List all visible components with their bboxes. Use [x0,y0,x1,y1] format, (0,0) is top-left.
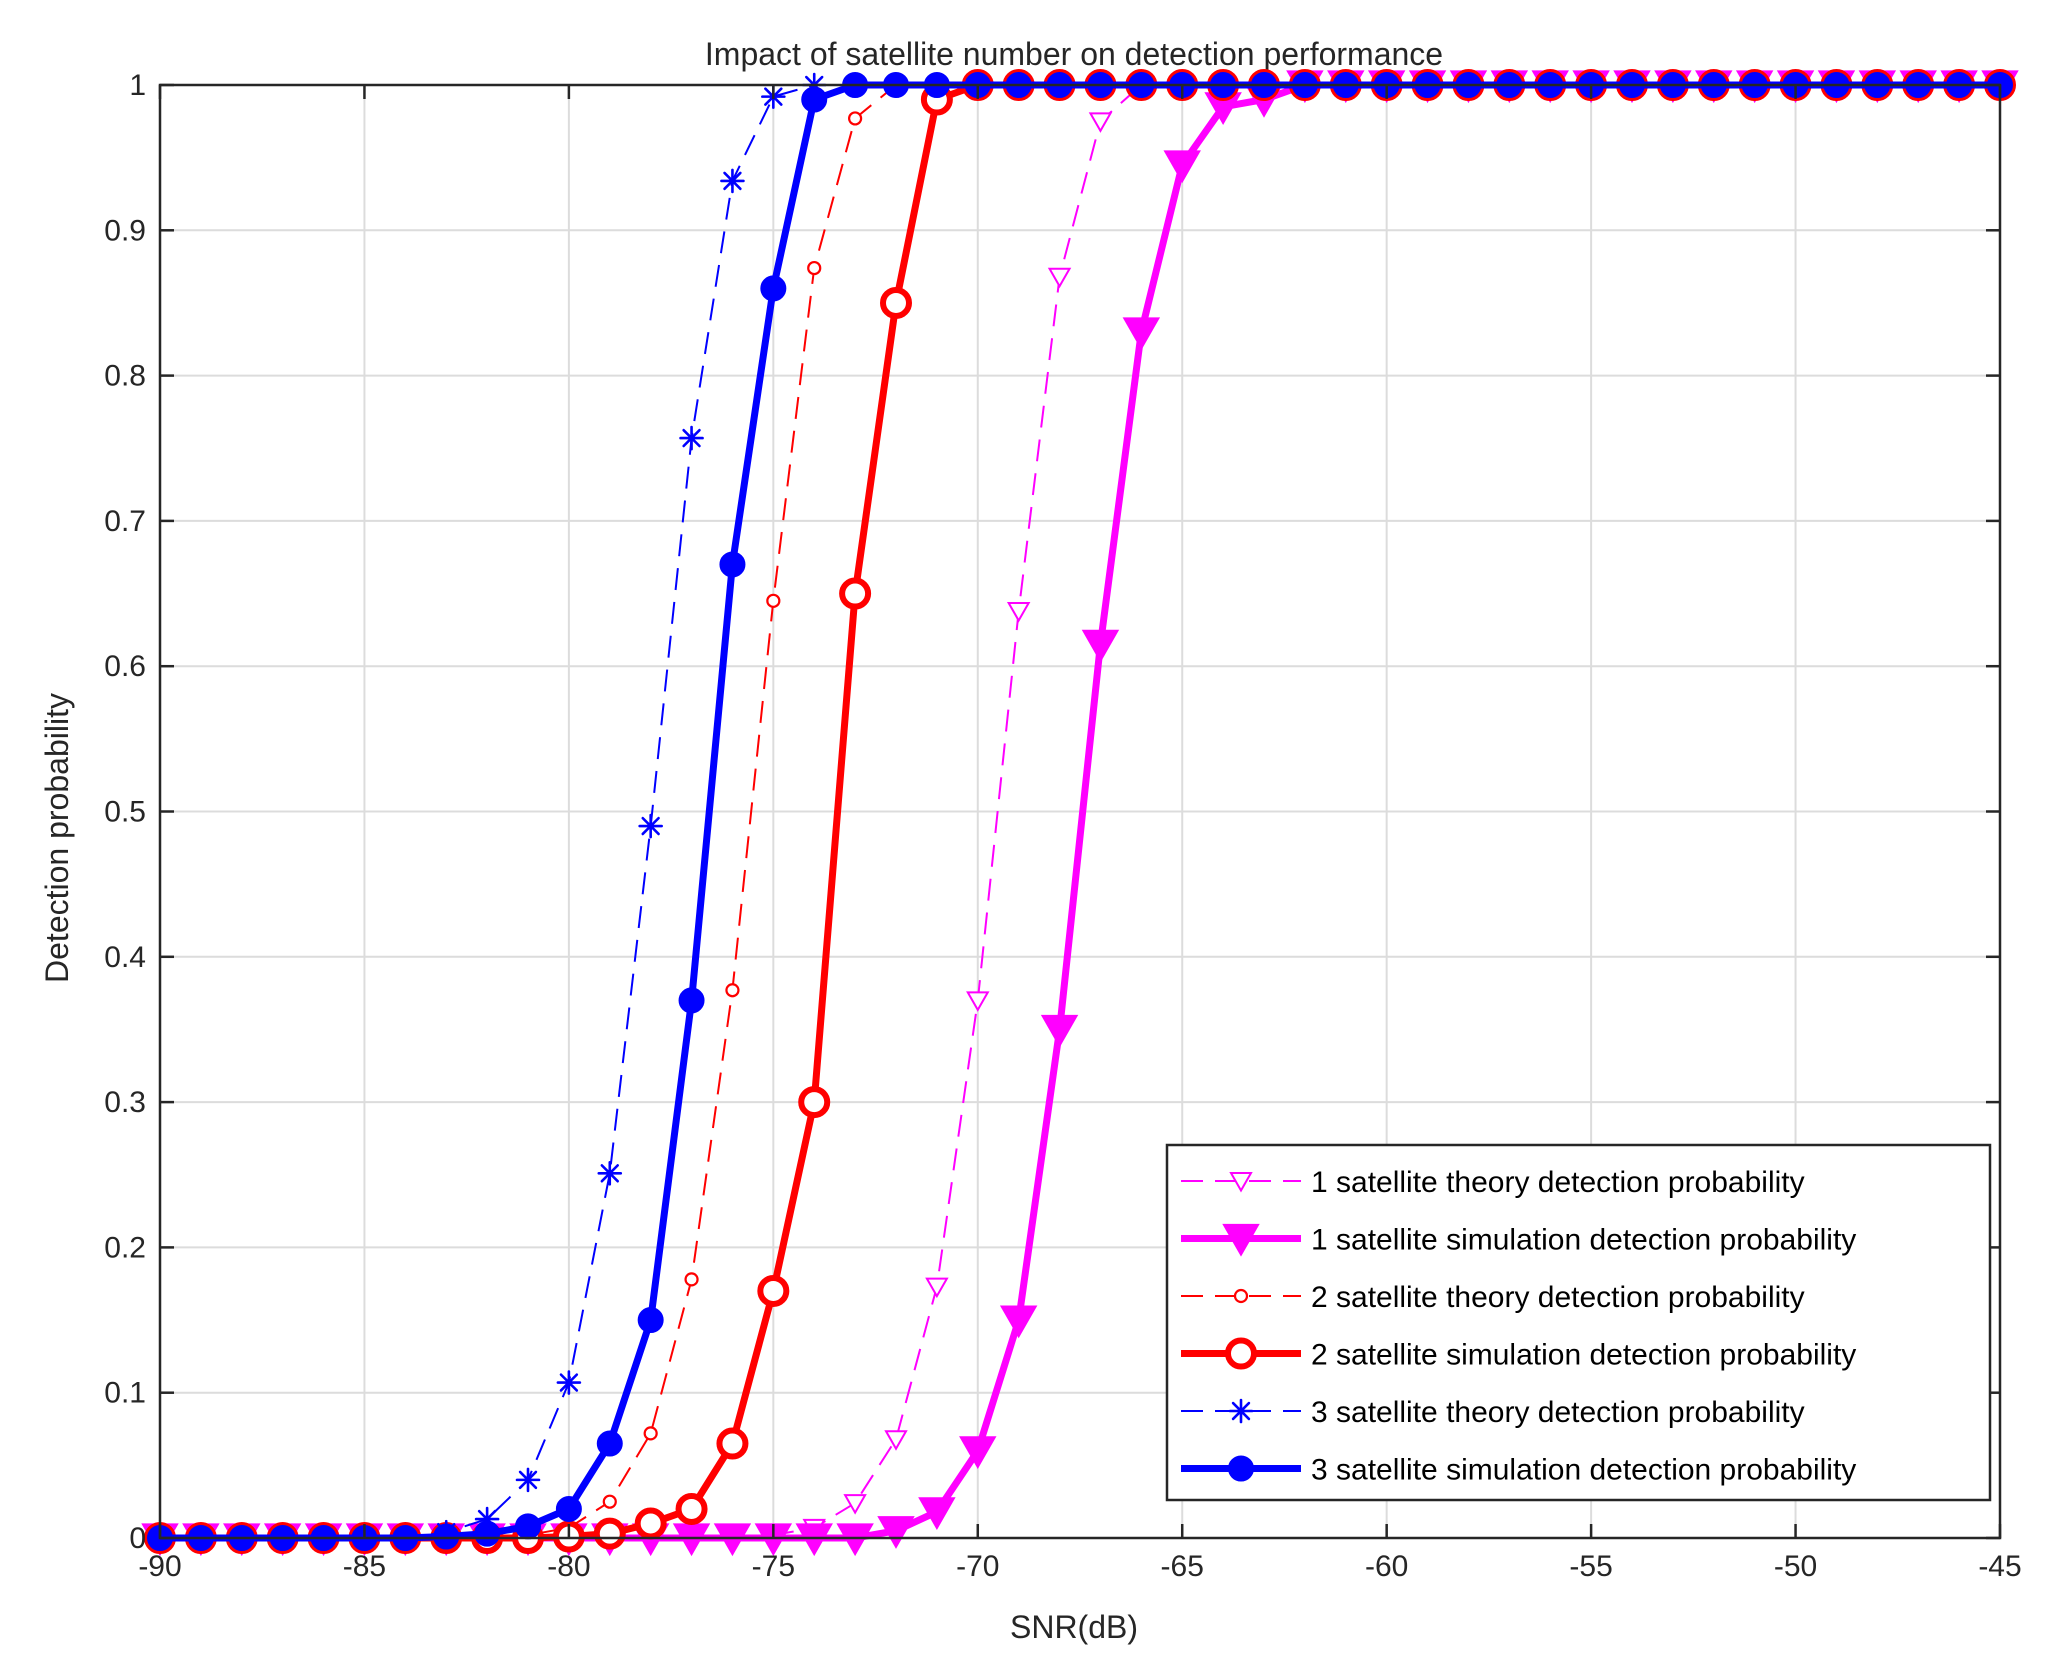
x-tick-label: -45 [1978,1550,2021,1583]
chart-title: Impact of satellite number on detection … [705,36,1443,72]
data-point [638,813,663,839]
data-point [643,1426,658,1441]
x-tick-label: -55 [1569,1550,1612,1583]
data-point [801,86,828,113]
y-tick-label: 0.2 [104,1231,146,1264]
x-tick-label: -65 [1161,1550,1204,1583]
data-point [1006,601,1031,623]
y-tick-label: 0.5 [104,796,146,829]
legend-label: 3 satellite theory detection probability [1311,1396,1805,1429]
data-point [719,551,746,578]
y-tick-label: 0.8 [104,360,146,393]
y-tick-label: 0.3 [104,1086,146,1119]
data-point [966,991,990,1012]
data-point [925,1277,949,1299]
data-point [556,1370,582,1395]
data-point [637,1307,664,1334]
y-tick-label: 0.1 [104,1377,146,1410]
data-point [716,1427,749,1460]
x-tick-label: -80 [547,1550,590,1583]
legend-entry: 3 satellite theory detection probability [1181,1396,1805,1429]
data-point [678,987,705,1014]
x-tick-label: -90 [138,1550,181,1583]
data-point [555,1495,582,1522]
legend-label: 2 satellite theory detection probability [1311,1281,1805,1314]
data-point [760,275,787,302]
legend-entry: 1 satellite simulation detection probabi… [1181,1224,1856,1257]
data-point [1088,112,1113,133]
data-point [877,1516,915,1549]
data-point [679,425,704,451]
data-point [757,1274,790,1307]
data-point [725,983,740,998]
legend-entry: 2 satellite simulation detection probabi… [1181,1337,1856,1372]
data-point [597,1161,623,1186]
legend-marker [1225,1337,1257,1370]
y-tick-label: 1 [129,69,146,102]
y-tick-label: 0 [129,1522,146,1555]
legend-marker [1229,1172,1253,1193]
data-point [515,1513,541,1540]
legend-label: 2 satellite simulation detection probabi… [1311,1339,1856,1372]
data-point [596,1430,623,1457]
legend-box [1165,1143,1992,1502]
y-tick-label: 0.6 [104,650,146,683]
y-tick-label: 0.4 [104,941,146,974]
data-point [884,1430,908,1451]
data-point [1081,629,1120,663]
data-point [836,1523,874,1557]
ticks: -90 -85 -80 -75 -70 -65 -60 -55 -50 -45 0 0.1 0.2 0.3… [104,69,2021,1583]
data-point [843,1494,867,1515]
x-tick-label: -75 [752,1550,795,1583]
data-point [918,1497,956,1531]
data-point [1047,267,1072,289]
data-point [1040,1014,1079,1048]
x-axis-label: SNR(dB) [1010,1609,1138,1645]
data-point [766,593,781,608]
legend-marker [1228,1455,1254,1482]
data-point [848,111,863,126]
legend-marker [1222,1223,1260,1257]
data-point [474,1506,500,1532]
x-tick-label: -70 [956,1550,999,1583]
legend-label: 1 satellite simulation detection probabi… [1311,1224,1856,1257]
legend-label: 3 satellite simulation detection probabi… [1311,1454,1856,1487]
x-tick-label: -60 [1365,1550,1408,1583]
data-point [839,577,872,610]
data-point [807,260,822,276]
data-point [720,168,745,194]
data-point [1122,317,1161,351]
legend-marker [1233,1288,1249,1304]
data-point [999,1305,1038,1339]
y-tick-label: 0.7 [104,505,146,538]
legend-entry: 3 satellite simulation detection probabi… [1181,1454,1856,1487]
legend-entry: 2 satellite theory detection probability [1181,1281,1805,1314]
x-tick-label: -85 [343,1550,386,1583]
data-point [713,1523,752,1557]
y-tick-label: 0.9 [104,214,146,247]
data-point [602,1494,617,1509]
data-point [433,1523,460,1550]
data-point [675,1492,708,1525]
data-point [880,286,912,319]
data-point [593,1517,626,1550]
data-point [1163,150,1201,184]
x-tick-label: -50 [1774,1550,1817,1583]
data-point [798,1086,831,1119]
data-point [795,1523,833,1557]
y-axis-label: Detection probability [39,693,75,983]
data-point [959,1436,997,1469]
data-point [684,1272,699,1287]
legend-label: 1 satellite theory detection probability [1311,1166,1805,1199]
data-point [474,1520,501,1547]
legend-marker [1228,1398,1254,1424]
legend: 1 satellite theory detection probability… [1165,1143,1992,1502]
data-point [515,1467,541,1493]
legend-entry: 1 satellite theory detection probability [1181,1166,1805,1199]
data-point [634,1507,667,1540]
